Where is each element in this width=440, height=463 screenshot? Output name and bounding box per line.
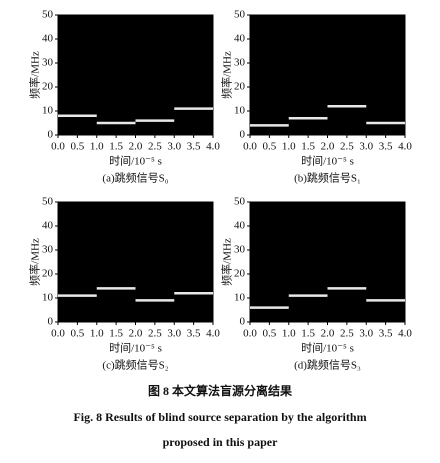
y-tick-label: 50: [234, 9, 246, 21]
x-tick-label: 2.5: [340, 141, 354, 153]
y-tick-label: 50: [42, 9, 54, 21]
x-tick-label: 3.5: [187, 141, 201, 153]
x-tick-label: 1.0: [282, 328, 296, 340]
y-tick-label: 30: [234, 57, 246, 69]
x-tick-label: 1.0: [282, 141, 296, 153]
x-tick-label: 0.5: [71, 328, 85, 340]
caption-zh: 图 8 本文算法盲源分离结果: [148, 383, 292, 398]
x-tick-label: 0.0: [243, 328, 257, 340]
x-tick-label: 3.0: [167, 328, 181, 340]
x-tick-label: 1.0: [90, 141, 104, 153]
x-tick-label: 3.5: [379, 328, 393, 340]
x-tick-label: 4.0: [206, 141, 220, 153]
subplot-caption: (a)跳频信号S₀: [102, 171, 168, 185]
x-tick-label: 3.0: [359, 328, 373, 340]
x-tick-label: 2.5: [148, 141, 162, 153]
y-tick-label: 0: [240, 316, 246, 328]
x-tick-label: 1.5: [301, 141, 315, 153]
x-axis-label: 时间/10⁻⁵ s: [301, 342, 354, 355]
x-axis-label: 时间/10⁻⁵ s: [109, 155, 162, 168]
x-tick-label: 3.0: [359, 141, 373, 153]
x-tick-label: 4.0: [206, 328, 220, 340]
x-tick-label: 1.5: [109, 141, 123, 153]
x-tick-label: 2.0: [321, 328, 335, 340]
y-tick-label: 20: [42, 268, 54, 280]
y-tick-label: 50: [42, 196, 54, 208]
plot-area: [249, 14, 406, 136]
y-tick-label: 10: [234, 292, 246, 304]
x-tick-label: 1.0: [90, 328, 104, 340]
y-tick-label: 10: [42, 105, 54, 117]
y-tick-label: 10: [234, 105, 246, 117]
subplot-caption: (c)跳频信号S₂: [102, 358, 168, 372]
plot-area: [249, 201, 406, 323]
y-tick-label: 0: [48, 129, 54, 141]
x-tick-label: 3.0: [167, 141, 181, 153]
y-tick-label: 20: [234, 268, 246, 280]
caption-en: Fig. 8 Results of blind source separatio…: [73, 410, 366, 424]
y-tick-label: 10: [42, 292, 54, 304]
x-tick-label: 2.0: [129, 141, 143, 153]
x-tick-label: 0.0: [51, 141, 65, 153]
caption-en: proposed in this paper: [163, 435, 278, 449]
x-tick-label: 1.5: [109, 328, 123, 340]
y-axis-label: 频率/MHz: [28, 238, 42, 286]
x-tick-label: 2.0: [321, 141, 335, 153]
y-tick-label: 50: [234, 196, 246, 208]
subplot-caption: (d)跳频信号S₃: [294, 358, 361, 372]
y-axis-label: 频率/MHz: [28, 51, 42, 99]
subplot-caption: (b)跳频信号S₁: [294, 171, 361, 185]
y-tick-label: 30: [234, 244, 246, 256]
y-tick-label: 40: [42, 220, 54, 232]
x-tick-label: 3.5: [187, 328, 201, 340]
y-tick-label: 30: [42, 244, 54, 256]
y-axis-label: 频率/MHz: [220, 51, 234, 99]
x-axis-label: 时间/10⁻⁵ s: [109, 342, 162, 355]
x-tick-label: 4.0: [398, 141, 412, 153]
plot-area: [57, 201, 214, 323]
y-tick-label: 40: [42, 33, 54, 45]
x-tick-label: 0.5: [263, 141, 277, 153]
x-tick-label: 4.0: [398, 328, 412, 340]
y-tick-label: 40: [234, 33, 246, 45]
x-tick-label: 0.0: [51, 328, 65, 340]
y-tick-label: 20: [42, 81, 54, 93]
x-tick-label: 0.0: [243, 141, 257, 153]
x-axis-label: 时间/10⁻⁵ s: [301, 155, 354, 168]
x-tick-label: 0.5: [71, 141, 85, 153]
y-tick-label: 30: [42, 57, 54, 69]
y-tick-label: 0: [48, 316, 54, 328]
x-tick-label: 2.5: [340, 328, 354, 340]
x-tick-label: 3.5: [379, 141, 393, 153]
y-tick-label: 20: [234, 81, 246, 93]
x-tick-label: 0.5: [263, 328, 277, 340]
y-tick-label: 40: [234, 220, 246, 232]
x-tick-label: 2.5: [148, 328, 162, 340]
x-tick-label: 2.0: [129, 328, 143, 340]
x-tick-label: 1.5: [301, 328, 315, 340]
y-tick-label: 0: [240, 129, 246, 141]
y-axis-label: 频率/MHz: [220, 238, 234, 286]
